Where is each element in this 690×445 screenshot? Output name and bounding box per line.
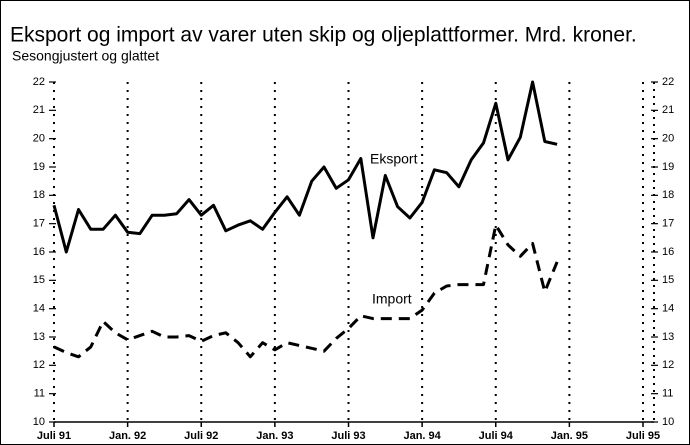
- y-tick-label: 22: [33, 76, 45, 88]
- y-tick-label: 21: [33, 104, 45, 116]
- y2-tick-label: 10: [662, 416, 674, 428]
- y-tick-label: 19: [33, 161, 45, 173]
- x-tick-label: Juli 94: [479, 430, 514, 442]
- y-tick-label: 16: [33, 246, 45, 258]
- y2-tick-label: 21: [662, 104, 674, 116]
- y2-tick-label: 16: [662, 246, 674, 258]
- x-tick-label: Juli 95: [626, 430, 660, 442]
- x-tick-label: Jan. 92: [109, 430, 146, 442]
- x-tick-label: Jan. 94: [403, 430, 441, 442]
- y-tick-label: 17: [33, 218, 45, 230]
- y2-tick-label: 18: [662, 189, 674, 201]
- y2-tick-label: 14: [662, 303, 674, 315]
- series-line: [52, 80, 558, 254]
- y2-tick-label: 12: [662, 359, 674, 371]
- y-tick-label: 18: [33, 189, 45, 201]
- chart-title: Eksport og import av varer uten skip og …: [10, 24, 637, 47]
- y-tick-label: 13: [33, 331, 45, 343]
- series-line: [53, 223, 559, 359]
- x-tick-label: Juli 92: [184, 430, 218, 442]
- series-label: Import: [372, 291, 412, 307]
- y-tick-label: 14: [33, 303, 45, 315]
- y-tick-label: 20: [33, 133, 45, 145]
- y-tick-label: 10: [33, 416, 45, 428]
- y-tick-label: 12: [33, 359, 45, 371]
- y2-tick-label: 15: [662, 274, 674, 286]
- y2-tick-label: 11: [662, 388, 673, 400]
- series-label: Eksport: [370, 151, 418, 167]
- y2-tick-label: 13: [662, 331, 674, 343]
- x-tick-label: Jan. 93: [256, 430, 293, 442]
- x-tick-label: Juli 91: [37, 430, 71, 442]
- y-tick-label: 15: [33, 274, 45, 286]
- y2-tick-label: 22: [662, 76, 674, 88]
- y2-tick-label: 19: [662, 161, 674, 173]
- x-tick-label: Juli 93: [331, 430, 365, 442]
- y2-tick-label: 20: [662, 133, 674, 145]
- x-tick-label: Jan. 95: [551, 430, 588, 442]
- y2-tick-label: 17: [662, 218, 674, 230]
- y-tick-label: 11: [34, 388, 45, 400]
- chart-subtitle: Sesongjustert og glattet: [12, 48, 159, 64]
